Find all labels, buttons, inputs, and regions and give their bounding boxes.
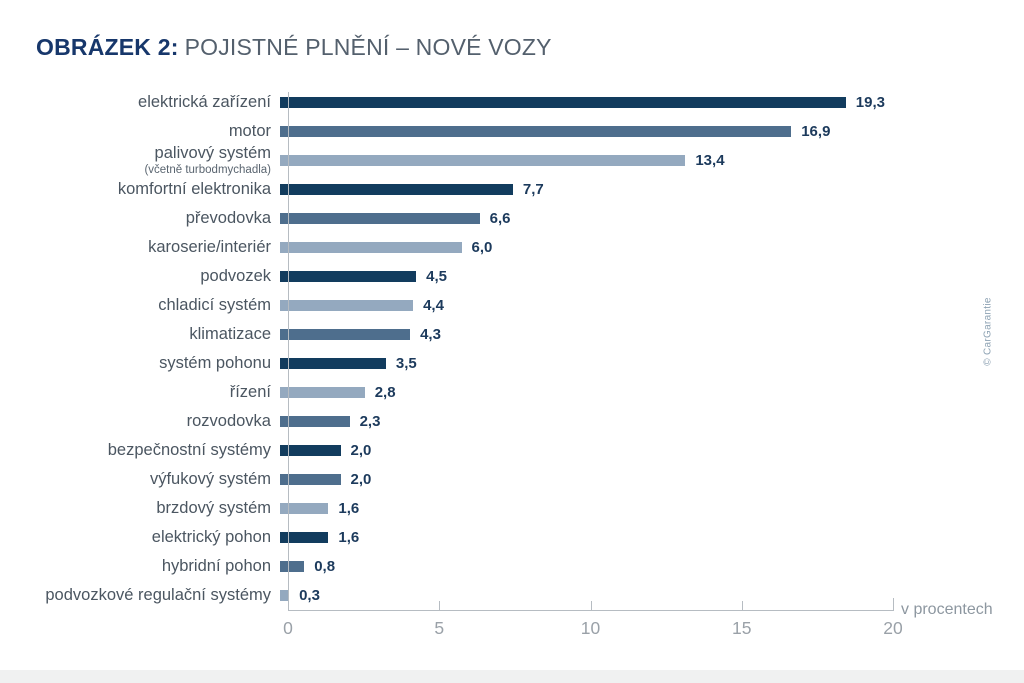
bar (280, 213, 480, 224)
category-label: motor (228, 121, 271, 140)
bar (280, 416, 350, 427)
bar (280, 358, 386, 369)
x-axis-tick (741, 601, 743, 611)
bar (280, 300, 414, 311)
bar (280, 387, 365, 398)
value-label: 2,0 (350, 471, 372, 488)
category-label: brzdový systém (156, 498, 271, 517)
chart-row: karoserie/interiér 6,0 (0, 233, 1024, 262)
chart-row: chladicí systém 4,4 (0, 291, 1024, 320)
chart-title: OBRÁZEK 2: POJISTNÉ PLNĚNÍ – NOVÉ VOZY (36, 34, 552, 61)
watermark-cargarantie: © CarGarantie (982, 297, 994, 366)
chart-row: komfortní elektronika 7,7 (0, 175, 1024, 204)
bar (280, 242, 462, 253)
chart-row: motor 16,9 (0, 117, 1024, 146)
value-label: 0,3 (299, 587, 320, 604)
x-axis-unit-label: v procentech (901, 601, 993, 618)
value-label: 2,8 (374, 384, 396, 401)
bar (280, 271, 417, 282)
category-label: rozvodovka (186, 411, 271, 430)
value-label: 1,6 (338, 500, 360, 517)
value-label: 7,7 (522, 181, 544, 198)
chart-row: palivový systém (včetně turbodmychadla) … (0, 144, 1024, 176)
chart-row: elektrická zařízení 19,3 (0, 88, 1024, 117)
category-label: výfukový systém (149, 469, 271, 488)
value-label: 16,9 (801, 123, 831, 140)
bar (280, 590, 290, 601)
bar (280, 561, 305, 572)
x-axis-tick-label: 10 (580, 618, 601, 638)
value-label: 2,3 (359, 413, 381, 430)
category-label: hybridní pohon (161, 556, 271, 575)
bar (280, 532, 329, 543)
bar (280, 126, 792, 137)
x-axis-tick-label: 20 (883, 618, 903, 638)
bar (280, 97, 846, 108)
chart-row: řízení 2,8 (0, 378, 1024, 407)
bar (280, 474, 341, 485)
value-label: 3,5 (395, 355, 417, 372)
x-axis-tick-labels: 0 5 10 15 20 (283, 618, 903, 640)
category-label: převodovka (185, 208, 271, 227)
chart-row: brzdový systém 1,6 (0, 494, 1024, 523)
value-label: 13,4 (695, 152, 725, 169)
category-label: systém pohonu (159, 353, 271, 372)
chart-row: elektrický pohon 1,6 (0, 523, 1024, 552)
bottom-divider (0, 670, 1024, 683)
category-label: chladicí systém (158, 295, 271, 314)
y-axis-line (288, 92, 289, 610)
category-label: elektrický pohon (151, 527, 271, 546)
category-label: elektrická zařízení (138, 92, 271, 111)
x-axis-ticks (288, 598, 894, 611)
bar (280, 155, 686, 166)
value-label: 4,5 (426, 268, 447, 285)
category-label: podvozek (200, 266, 271, 285)
x-axis-tick (893, 598, 894, 611)
value-label: 6,0 (471, 239, 493, 256)
x-axis-tick-label: 15 (732, 618, 752, 638)
value-label: 4,3 (420, 326, 441, 343)
bar-rows: elektrická zařízení 19,3 motor 16,9 pali… (0, 88, 1024, 610)
category-sublabel: (včetně turbodmychadla) (144, 163, 271, 176)
chart-row: podvozkové regulační systémy 0,3 (0, 581, 1024, 610)
value-label: 4,4 (423, 297, 444, 314)
category-label: podvozkové regulační systémy (45, 585, 271, 604)
chart-row: hybridní pohon 0,8 (0, 552, 1024, 581)
x-axis-tick-label: 0 (283, 618, 293, 638)
bar (280, 329, 411, 340)
chart-row: podvozek 4,5 (0, 262, 1024, 291)
category-label: komfortní elektronika (117, 179, 271, 198)
category-label: bezpečnostní systémy (107, 440, 271, 459)
x-axis-tick (439, 601, 441, 611)
chart-row: výfukový systém 2,0 (0, 465, 1024, 494)
bar (280, 503, 329, 514)
value-label: 6,6 (489, 210, 511, 227)
category-label: klimatizace (189, 324, 271, 343)
chart-title-text: POJISTNÉ PLNĚNÍ – NOVÉ VOZY (184, 34, 552, 60)
chart-row: převodovka 6,6 (0, 204, 1024, 233)
category-label: karoserie/interiér (148, 237, 271, 256)
bar (280, 184, 513, 195)
value-label: 19,3 (855, 94, 885, 111)
x-axis-tick-label: 5 (434, 618, 445, 638)
chart-row: rozvodovka 2,3 (0, 407, 1024, 436)
value-label: 0,8 (314, 558, 336, 575)
bar-chart: elektrická zařízení 19,3 motor 16,9 pali… (0, 88, 1024, 638)
value-label: 1,6 (338, 529, 360, 546)
chart-title-prefix: OBRÁZEK 2: (36, 34, 179, 60)
category-label: řízení (229, 382, 271, 401)
chart-row: systém pohonu 3,5 (0, 349, 1024, 378)
x-axis-tick (590, 601, 592, 611)
value-label: 2,0 (350, 442, 372, 459)
category-label: palivový systém (154, 144, 271, 163)
bar (280, 445, 341, 456)
chart-row: bezpečnostní systémy 2,0 (0, 436, 1024, 465)
chart-row: klimatizace 4,3 (0, 320, 1024, 349)
